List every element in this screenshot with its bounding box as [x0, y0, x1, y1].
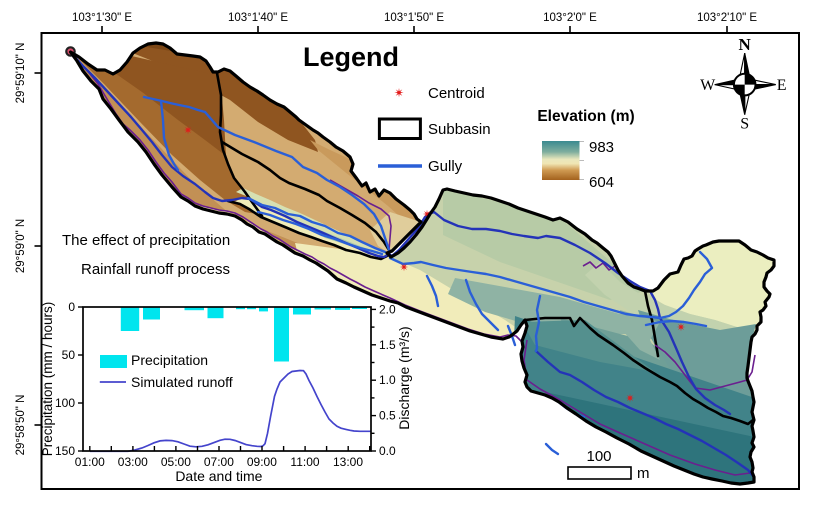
svg-text:100: 100	[586, 448, 611, 465]
svg-text:Discharge (m³/s): Discharge (m³/s)	[396, 326, 412, 429]
svg-text:07:00: 07:00	[204, 455, 234, 469]
svg-text:103°2'0" E: 103°2'0" E	[543, 12, 597, 24]
svg-text:1.0: 1.0	[379, 373, 396, 387]
svg-text:09:00: 09:00	[247, 455, 277, 469]
svg-text:150: 150	[55, 444, 75, 458]
svg-text:The effect of precipitation: The effect of precipitation	[62, 232, 230, 249]
svg-text:983: 983	[589, 139, 614, 156]
svg-text:Rainfall runoff process: Rainfall runoff process	[81, 261, 230, 278]
svg-text:0.0: 0.0	[379, 444, 396, 458]
svg-text:50: 50	[62, 348, 76, 362]
svg-text:N: N	[739, 35, 752, 54]
svg-text:11:00: 11:00	[290, 455, 319, 469]
svg-text:29°59'0" N: 29°59'0" N	[15, 219, 27, 273]
svg-text:S: S	[740, 116, 749, 133]
svg-text:13:00: 13:00	[333, 455, 363, 469]
svg-text:Gully: Gully	[428, 158, 463, 175]
svg-text:Centroid: Centroid	[428, 85, 485, 102]
svg-text:01:00: 01:00	[75, 455, 105, 469]
svg-text:0: 0	[68, 300, 75, 314]
svg-text:05:00: 05:00	[161, 455, 191, 469]
svg-text:103°2'10" E: 103°2'10" E	[697, 12, 757, 24]
svg-text:0.5: 0.5	[379, 409, 396, 423]
svg-text:W: W	[700, 77, 716, 94]
svg-text:604: 604	[589, 174, 614, 191]
svg-text:Precipitation: Precipitation	[131, 352, 208, 368]
svg-text:Subbasin: Subbasin	[428, 121, 491, 138]
svg-text:Legend: Legend	[303, 42, 399, 72]
svg-text:100: 100	[55, 396, 75, 410]
svg-text:Date and time: Date and time	[175, 468, 262, 484]
svg-text:m: m	[637, 465, 650, 482]
svg-text:Simulated runoff: Simulated runoff	[131, 374, 233, 390]
svg-text:03:00: 03:00	[118, 455, 148, 469]
svg-text:103°1'30" E: 103°1'30" E	[72, 12, 132, 24]
svg-text:Elevation (m): Elevation (m)	[537, 108, 634, 125]
svg-text:E: E	[777, 77, 787, 94]
svg-text:Precipitation (mm / hours): Precipitation (mm / hours)	[40, 302, 55, 457]
svg-text:29°58'50" N: 29°58'50" N	[15, 395, 27, 456]
svg-text:2.0: 2.0	[379, 302, 396, 316]
svg-text:103°1'50" E: 103°1'50" E	[384, 12, 444, 24]
svg-text:29°59'10" N: 29°59'10" N	[15, 43, 27, 104]
svg-text:103°1'40" E: 103°1'40" E	[228, 12, 288, 24]
svg-text:1.5: 1.5	[379, 338, 396, 352]
